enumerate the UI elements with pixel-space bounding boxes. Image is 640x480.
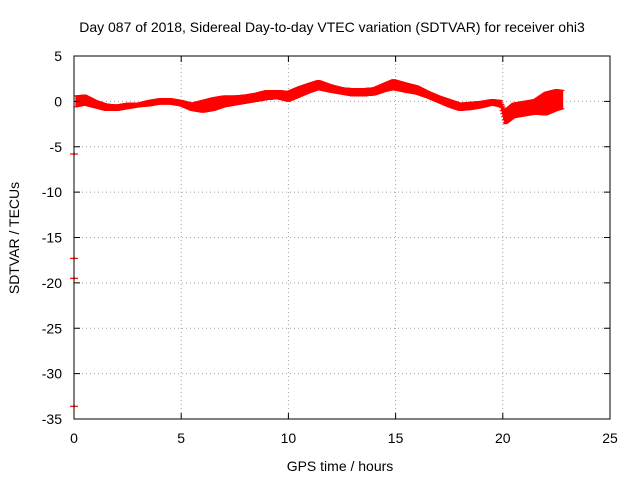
chart-title: Day 087 of 2018, Sidereal Day-to-day VTE… — [79, 19, 585, 35]
x-tick-label: 25 — [602, 430, 618, 446]
y-tick-label: -15 — [42, 230, 62, 246]
y-tick-label: -20 — [42, 275, 62, 291]
x-tick-label: 15 — [388, 430, 404, 446]
x-tick-label: 20 — [495, 430, 511, 446]
x-tick-label: 5 — [177, 430, 185, 446]
y-tick-label: -5 — [50, 139, 63, 155]
y-axis-label: SDTVAR / TECUs — [6, 182, 22, 294]
series-points — [70, 79, 565, 409]
y-tick-label: -30 — [42, 366, 62, 382]
y-tick-label: -35 — [42, 411, 62, 427]
y-tick-label: -10 — [42, 184, 62, 200]
ticks: 0 5 10 15 20 25 5 0 -5 -10 -15 -20 -25 -30 -35 — [42, 48, 618, 446]
x-tick-label: 10 — [281, 430, 297, 446]
x-tick-label: 0 — [70, 430, 78, 446]
y-tick-label: 5 — [54, 48, 62, 64]
y-tick-label: 0 — [54, 93, 62, 109]
y-tick-label: -25 — [42, 320, 62, 336]
data-series — [70, 79, 565, 409]
x-axis-label: GPS time / hours — [287, 458, 394, 474]
